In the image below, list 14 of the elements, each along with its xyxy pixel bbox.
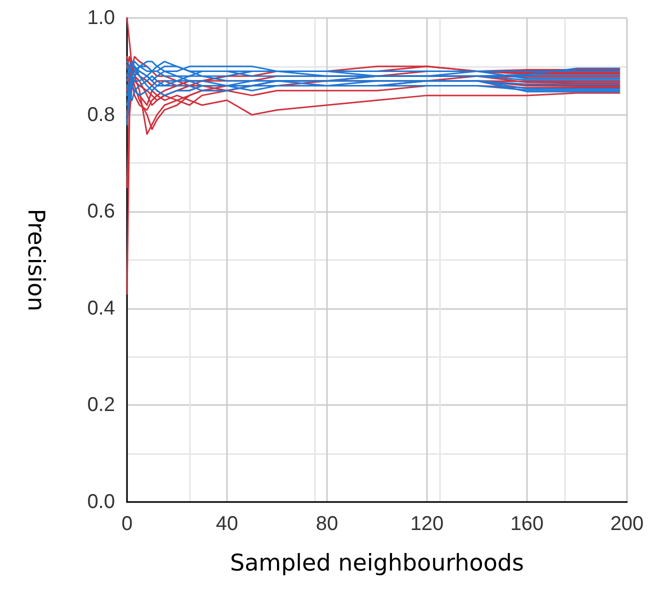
x-axis-title: Sampled neighbourhoods [230, 550, 524, 576]
x-tick-label: 40 [216, 513, 238, 535]
x-tick-label: 80 [316, 513, 338, 535]
y-axis-title: Precision [22, 208, 48, 312]
y-tick-label: 1.0 [87, 7, 115, 29]
x-tick-label: 0 [121, 513, 133, 535]
x-tick-label: 200 [610, 513, 644, 535]
x-tick-label: 160 [510, 513, 544, 535]
y-tick-label: 0.2 [87, 394, 115, 416]
y-tick-label: 0.4 [87, 297, 115, 320]
x-tick-label: 120 [410, 513, 444, 535]
y-tick-label: 0.6 [87, 200, 115, 223]
y-tick-label: 0.8 [87, 104, 115, 126]
y-tick-label: 0.0 [87, 491, 115, 513]
